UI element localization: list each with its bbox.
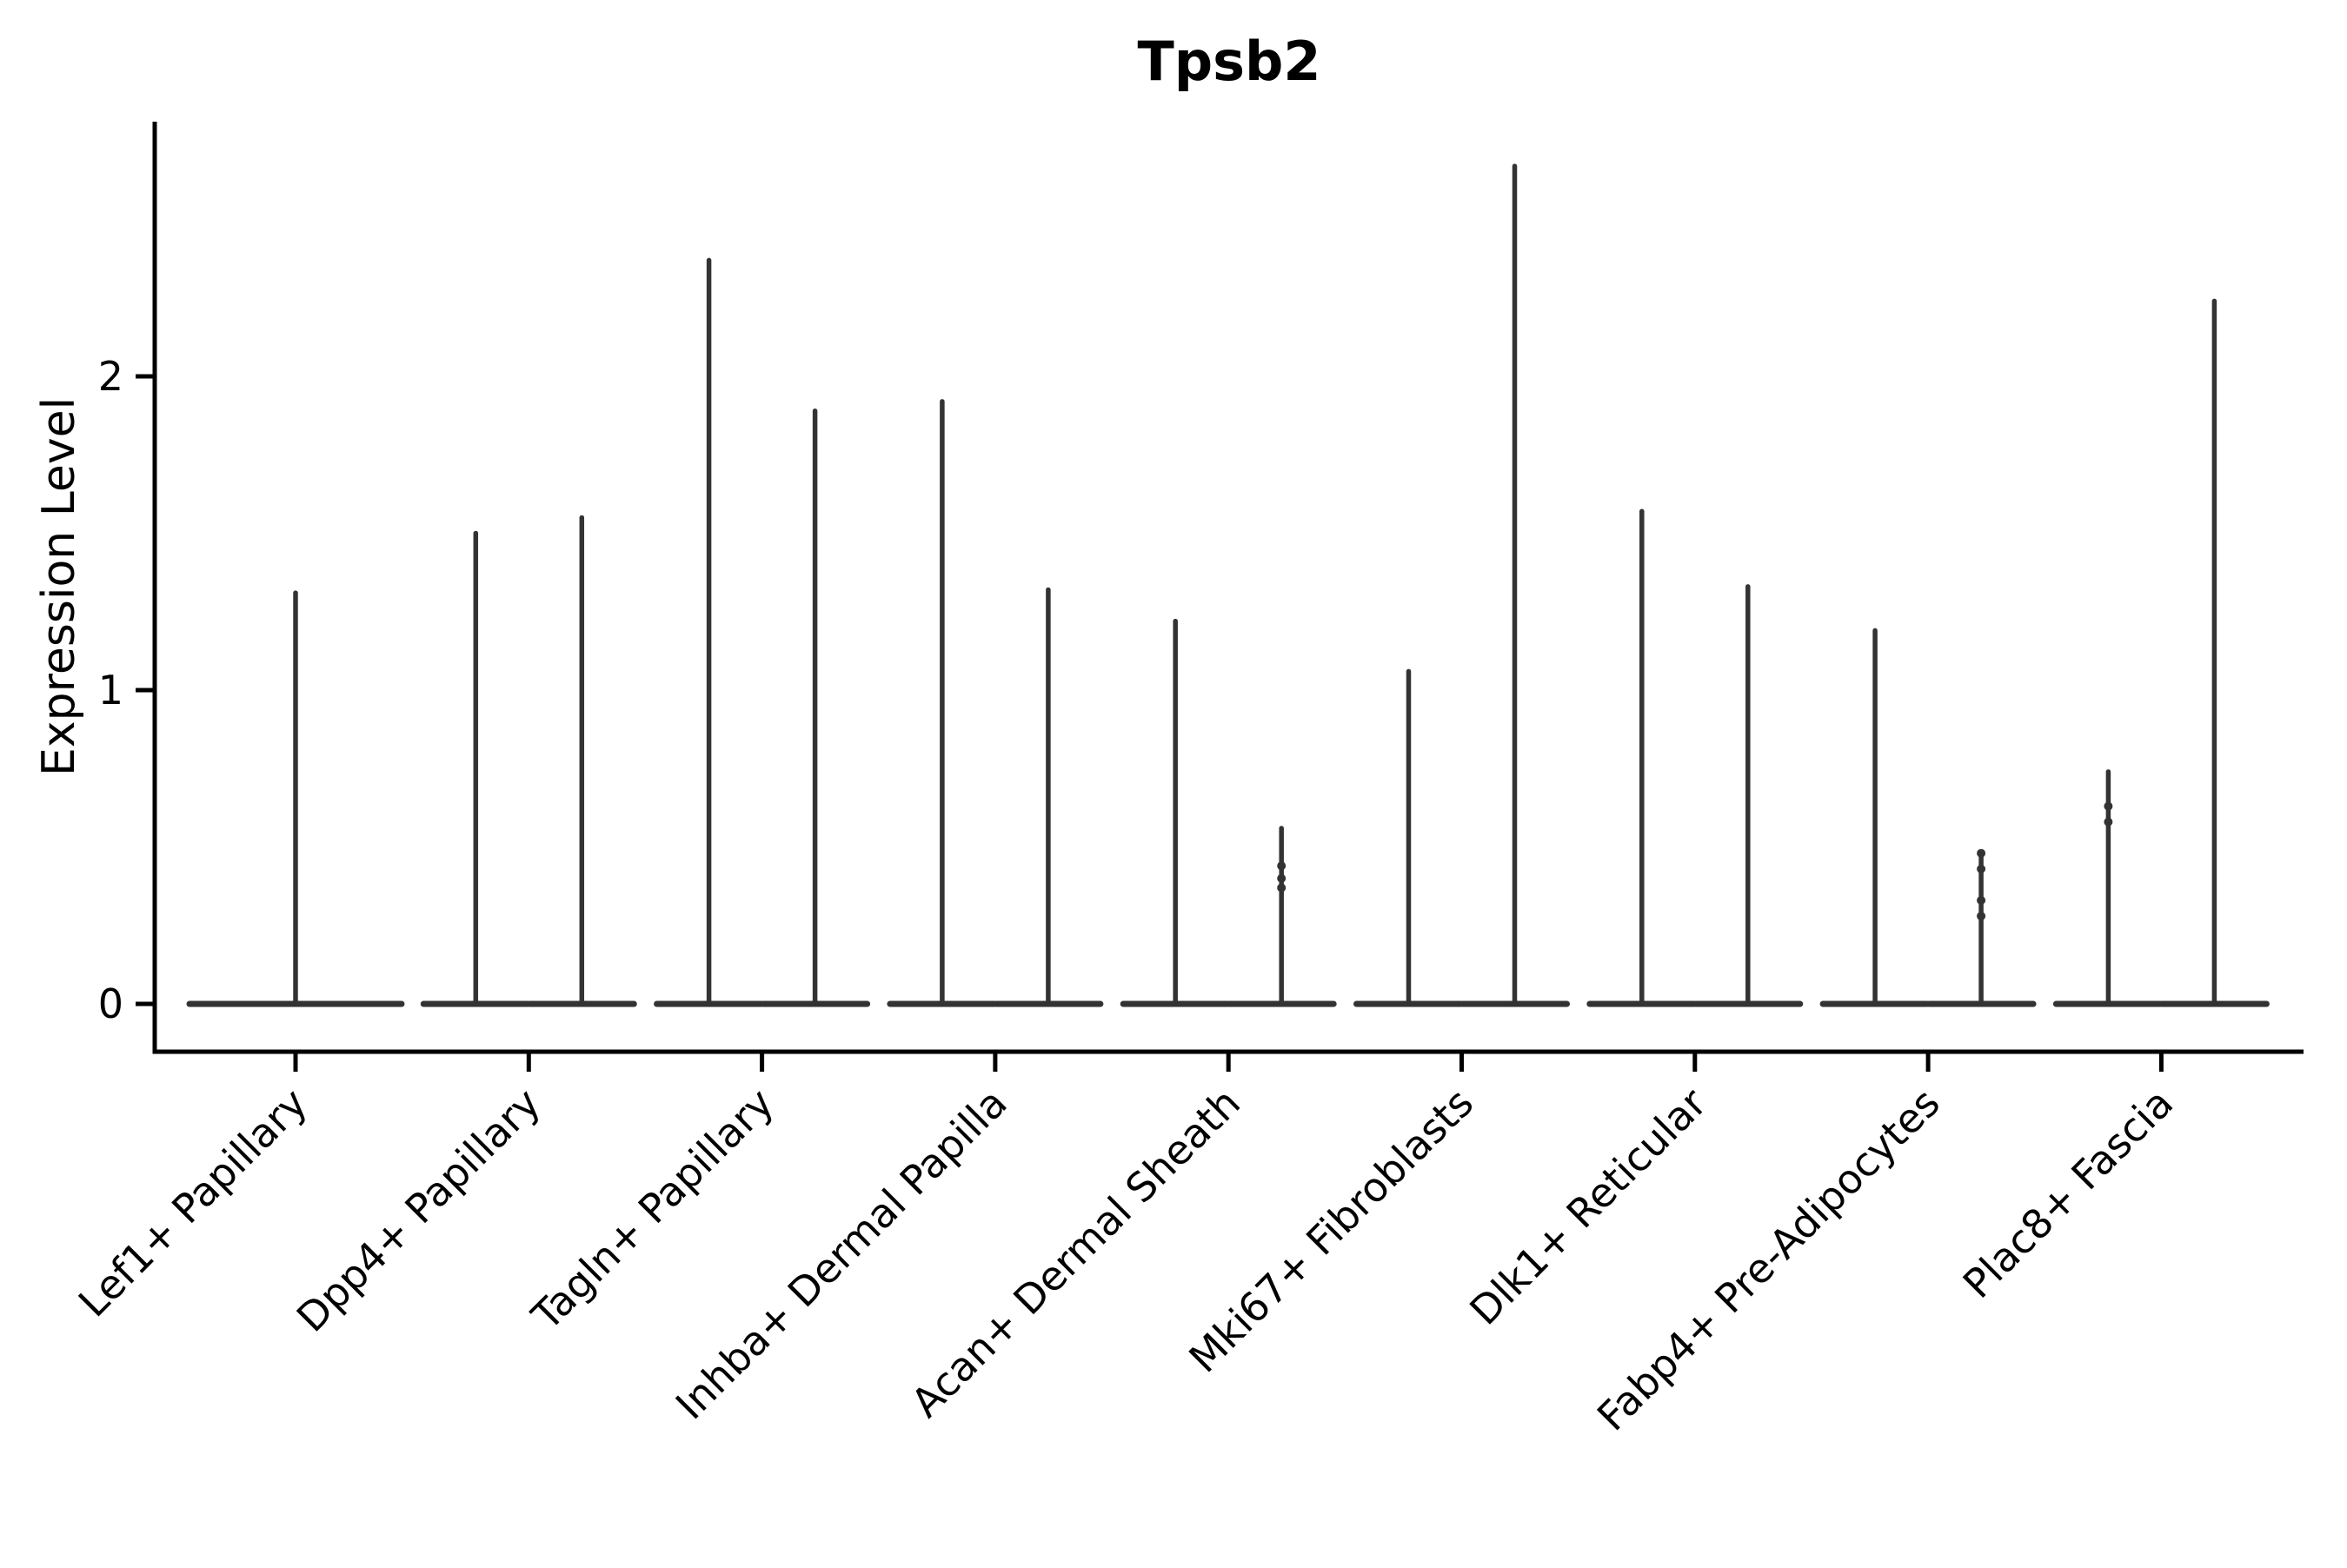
violin [760, 408, 871, 1007]
violin [1120, 618, 1231, 1007]
x-category-label: Dpp4+ Papillary [288, 1080, 549, 1341]
cell-point [1977, 911, 1986, 920]
x-category-label: Plac8+ Fascia [1954, 1080, 2182, 1307]
y-tick-label: 1 [98, 667, 123, 714]
cell-point [1277, 861, 1287, 871]
violins [186, 163, 2270, 1007]
cell-point [1277, 883, 1287, 893]
violin [420, 530, 531, 1007]
violin [526, 515, 637, 1007]
y-tick-label: 2 [98, 353, 123, 400]
violin [186, 590, 405, 1007]
violin [654, 257, 765, 1007]
violin [1459, 163, 1570, 1007]
x-axis-ticks [293, 1052, 2164, 1072]
cell-point [1977, 895, 1986, 905]
violin [1586, 508, 1698, 1007]
cell-point [2104, 801, 2113, 811]
cell-point [2104, 817, 2113, 827]
x-category-label: Dlk1+ Reticular [1460, 1080, 1715, 1334]
violin [1692, 584, 1804, 1007]
violin [887, 399, 998, 1007]
violin [993, 587, 1104, 1007]
violin [1226, 826, 1337, 1007]
y-tick-label: 0 [98, 980, 123, 1027]
cell-point [1977, 848, 1986, 858]
y-axis-label: Expression Level [33, 397, 85, 776]
x-category-label: Tagln+ Papillary [522, 1080, 783, 1340]
violin [2052, 769, 2164, 1007]
y-axis-ticks: 0 1 2 [98, 353, 155, 1027]
violin [1353, 668, 1464, 1007]
plot-title: Tpsb2 [1137, 30, 1320, 93]
cell-point [1277, 874, 1287, 883]
violin [2158, 298, 2270, 1007]
violin [1925, 848, 2037, 1007]
x-category-label: Lef1+ Papillary [70, 1080, 316, 1326]
cell-point [1977, 864, 1986, 874]
violin [1819, 628, 1931, 1007]
